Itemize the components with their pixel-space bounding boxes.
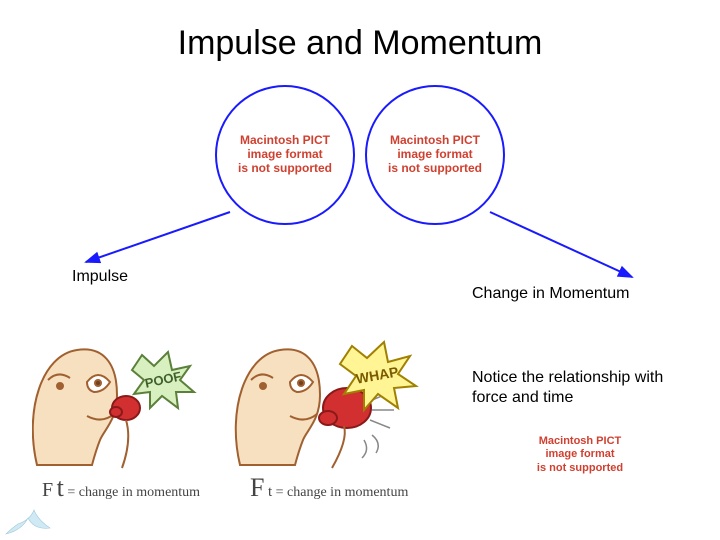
equation-right: F t = change in momentum — [250, 473, 408, 503]
equation-circle-right: Macintosh PICTimage formatis not support… — [365, 85, 505, 225]
slide-title: Impulse and Momentum — [0, 24, 720, 63]
image-placeholder-small: Macintosh PICTimage formatis not support… — [510, 425, 650, 485]
impulse-label: Impulse — [72, 268, 128, 286]
corner-flourish-icon — [4, 506, 64, 536]
circle-right-text: Macintosh PICTimage formatis not support… — [388, 134, 482, 175]
cartoon-illustration: POOF WHAP — [32, 300, 437, 510]
relationship-note: Notice the relationship with force and t… — [472, 368, 672, 408]
equation-left: F t = change in momentum — [42, 473, 200, 503]
equation-circle-left: Macintosh PICTimage formatis not support… — [215, 85, 355, 225]
circle-left-text: Macintosh PICTimage formatis not support… — [238, 134, 332, 175]
momentum-label: Change in Momentum — [472, 285, 629, 303]
